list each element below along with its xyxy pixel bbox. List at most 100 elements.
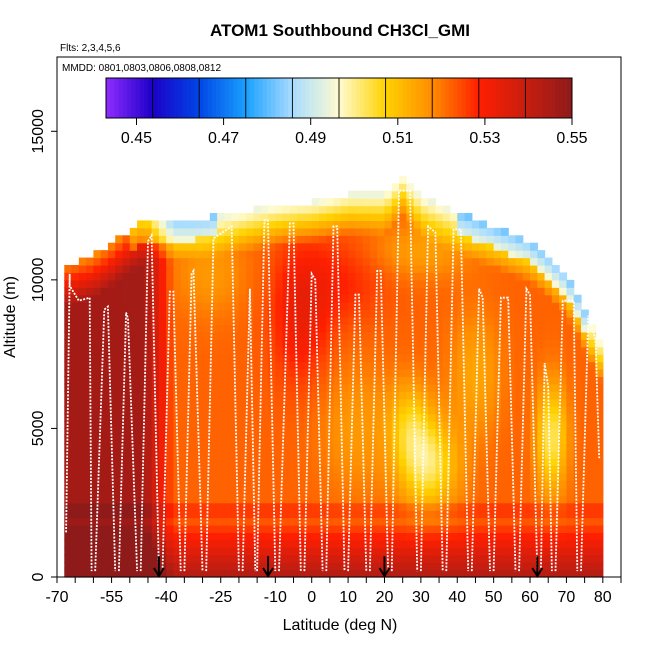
heatmap-cell <box>311 398 320 407</box>
heatmap-cell <box>355 279 364 288</box>
heatmap-cell <box>224 554 233 563</box>
heatmap-cell <box>311 554 320 563</box>
heatmap-cell <box>428 250 437 259</box>
heatmap-cell <box>311 428 320 437</box>
heatmap-cell <box>137 383 145 392</box>
heatmap-cell <box>180 458 189 467</box>
heatmap-cell <box>537 443 546 452</box>
heatmap-cell <box>369 294 378 303</box>
heatmap-cell <box>449 213 458 222</box>
heatmap-cell <box>333 309 342 318</box>
heatmap-cell <box>231 421 240 430</box>
heatmap-cell <box>420 205 429 214</box>
heatmap-cell <box>384 346 393 355</box>
heatmap-cell <box>297 369 306 378</box>
heatmap-cell <box>268 294 276 303</box>
colorbar-slice <box>216 78 221 118</box>
heatmap-cell <box>522 495 531 504</box>
heatmap-cell <box>180 480 189 489</box>
heatmap-cell <box>137 480 145 489</box>
heatmap-cell <box>457 324 466 333</box>
heatmap-cell <box>318 302 327 311</box>
heatmap-cell <box>377 480 386 489</box>
heatmap-cell <box>413 309 422 318</box>
heatmap-cell <box>530 532 538 541</box>
heatmap-cell <box>224 547 233 556</box>
heatmap-cell <box>399 265 407 274</box>
x-axis-label: Latitude (deg N) <box>283 617 398 634</box>
heatmap-cell <box>442 569 451 578</box>
colorbar-slice <box>127 78 132 118</box>
heatmap-cell <box>580 331 589 340</box>
heatmap-cell <box>544 517 553 526</box>
heatmap-cell <box>173 235 182 244</box>
heatmap-cell <box>224 450 233 459</box>
heatmap-cell <box>340 383 349 392</box>
heatmap-cell <box>289 257 298 266</box>
heatmap-cell <box>129 302 138 311</box>
heatmap-cell <box>515 346 524 355</box>
heatmap-cell <box>71 539 80 548</box>
heatmap-cell <box>246 473 255 482</box>
heatmap-cell <box>297 220 306 229</box>
heatmap-cell <box>180 287 189 296</box>
heatmap-cell <box>64 309 73 318</box>
heatmap-cell <box>231 354 240 363</box>
heatmap-cell <box>107 517 116 526</box>
heatmap-cell <box>144 487 153 496</box>
heatmap-cell <box>420 235 429 244</box>
heatmap-cell <box>493 554 502 563</box>
heatmap-cell <box>377 458 386 467</box>
heatmap-cell <box>551 346 560 355</box>
heatmap-cell <box>122 428 131 437</box>
heatmap-cell <box>588 331 597 340</box>
heatmap-cell <box>391 450 400 459</box>
heatmap-cell <box>522 398 531 407</box>
heatmap-cell <box>515 406 524 415</box>
heatmap-cell <box>355 532 364 541</box>
heatmap-cell <box>406 309 415 318</box>
heatmap-cell <box>71 339 80 348</box>
heatmap-cell <box>318 510 327 519</box>
heatmap-cell <box>355 391 364 400</box>
heatmap-cell <box>64 487 73 496</box>
colorbar-slice <box>444 78 450 118</box>
heatmap-cell <box>231 458 240 467</box>
heatmap-cell <box>195 294 204 303</box>
heatmap-cell <box>369 279 378 288</box>
heatmap-cell <box>326 435 335 444</box>
heatmap-cell <box>253 294 262 303</box>
colorbar-slice <box>118 78 124 118</box>
heatmap-cell <box>530 383 538 392</box>
heatmap-cell <box>384 354 393 363</box>
heatmap-cell <box>384 517 393 526</box>
heatmap-cell <box>399 235 407 244</box>
heatmap-cell <box>187 250 196 259</box>
heatmap-cell <box>442 376 451 385</box>
heatmap-cell <box>209 495 218 504</box>
flight-tracks <box>65 189 601 572</box>
heatmap-cell <box>231 539 240 548</box>
heatmap-cell <box>195 287 204 296</box>
heatmap-cell <box>100 443 109 452</box>
heatmap-cell <box>253 235 262 244</box>
heatmap-cell <box>238 250 247 259</box>
heatmap-cell <box>297 391 306 400</box>
heatmap-cell <box>209 287 218 296</box>
heatmap-cell <box>464 473 473 482</box>
heatmap-cell <box>231 272 240 281</box>
heatmap-cell <box>282 279 291 288</box>
heatmap-cell <box>209 458 218 467</box>
heatmap-cell <box>318 376 327 385</box>
heatmap-cell <box>406 487 415 496</box>
heatmap-cell <box>187 242 196 251</box>
heatmap-cell <box>64 502 73 511</box>
heatmap-cell <box>457 220 466 229</box>
heatmap-cell <box>246 227 255 236</box>
heatmap-cell <box>137 227 145 236</box>
heatmap-cell <box>595 547 604 556</box>
heatmap-cell <box>413 227 422 236</box>
heatmap-cell <box>253 421 262 430</box>
heatmap-cell <box>362 265 371 274</box>
heatmap-cell <box>508 547 517 556</box>
